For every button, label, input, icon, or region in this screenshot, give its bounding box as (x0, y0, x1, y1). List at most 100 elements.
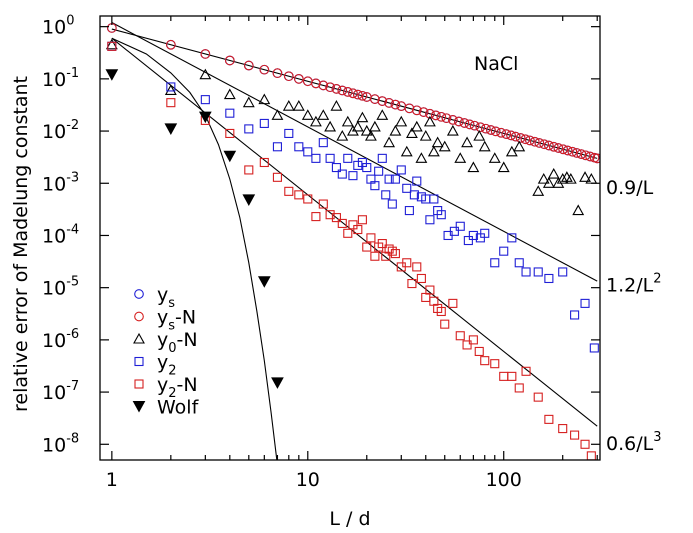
data-point (478, 140, 491, 152)
data-point (475, 122, 486, 133)
legend-marker (134, 289, 144, 299)
data-point (505, 145, 518, 157)
data-point (507, 233, 517, 243)
data-point (166, 82, 176, 92)
data-point (548, 141, 559, 152)
data-point (225, 108, 235, 118)
data-point (381, 190, 391, 200)
data-point (362, 163, 372, 173)
data-point (533, 267, 543, 277)
data-point (390, 99, 401, 110)
data-point (425, 215, 435, 225)
x-tick-label: 1 (106, 469, 118, 491)
data-point (370, 94, 380, 104)
fit-line-label: 1.2/L2 (606, 272, 661, 297)
data-point (430, 110, 441, 121)
data-point (199, 68, 212, 80)
data-point (521, 267, 531, 277)
data-point (396, 165, 406, 175)
data-point (520, 134, 531, 145)
data-point (225, 128, 235, 139)
data-point (198, 111, 212, 124)
data-point (284, 186, 294, 196)
data-point (353, 160, 363, 170)
data-point (514, 383, 524, 393)
data-point (377, 96, 388, 106)
data-point (390, 174, 400, 184)
data-point (165, 39, 176, 50)
legend-marker (134, 356, 144, 367)
data-point (303, 147, 313, 157)
data-point (224, 55, 235, 66)
data-point (463, 235, 473, 246)
data-point (356, 111, 369, 123)
data-point (537, 173, 550, 184)
data-point (547, 167, 560, 179)
data-point (352, 89, 363, 100)
data-point (553, 143, 564, 153)
data-point (271, 377, 284, 389)
data-point (337, 169, 347, 179)
fit-line-labels: 0.9/L 1.2/L2 0.6/L3 (606, 177, 661, 455)
data-point (580, 439, 590, 449)
data-point (480, 356, 490, 366)
data-point (556, 173, 569, 184)
data-point (474, 346, 484, 357)
legend-marker (132, 401, 146, 413)
data-point (259, 118, 269, 128)
data-point (360, 124, 373, 136)
data-point (318, 199, 328, 209)
legend-item: ys-N (134, 307, 196, 334)
data-point (412, 262, 422, 272)
wolf-fit-curve (111, 37, 278, 460)
data-point (542, 177, 555, 188)
y-tick-label: 10-2 (42, 118, 79, 143)
material-label: NaCl (474, 53, 518, 75)
data-point (318, 80, 329, 91)
data-point (441, 113, 452, 124)
legend-item: y2-N (134, 374, 198, 401)
data-point (464, 119, 475, 130)
data-point (343, 228, 353, 238)
data-point (572, 204, 585, 216)
data-points (105, 23, 600, 460)
data-point (331, 84, 342, 94)
data-point (490, 258, 500, 268)
data-point (105, 69, 119, 81)
legend-item: y0-N (133, 329, 198, 356)
data-point (544, 273, 554, 284)
data-point (490, 126, 501, 137)
data-point (534, 138, 545, 148)
data-point (436, 111, 447, 122)
y-tick-label: 10-8 (42, 431, 79, 456)
data-point (501, 129, 512, 139)
data-point (258, 93, 271, 105)
data-point (580, 298, 590, 308)
data-point (353, 224, 363, 235)
data-point (341, 115, 354, 127)
data-point (425, 285, 435, 295)
data-point (330, 100, 343, 111)
data-point (402, 183, 412, 193)
x-axis-label: L / d (329, 508, 370, 530)
data-point (272, 172, 282, 182)
data-point (567, 146, 578, 157)
data-point (376, 109, 389, 120)
legend-item: ys (134, 284, 175, 311)
data-point (384, 98, 394, 108)
data-point (244, 165, 254, 175)
data-point (473, 129, 486, 141)
data-point (400, 145, 413, 157)
data-point (454, 152, 467, 163)
data-point (407, 278, 417, 289)
data-point (324, 120, 337, 132)
data-point (529, 136, 540, 147)
data-point (412, 176, 422, 186)
data-point (292, 100, 305, 111)
x-tick-label: 10 (296, 469, 320, 491)
data-point (589, 343, 599, 353)
data-point (200, 49, 211, 59)
legend-marker (134, 379, 144, 389)
data-point (560, 171, 573, 182)
data-point (242, 194, 256, 206)
